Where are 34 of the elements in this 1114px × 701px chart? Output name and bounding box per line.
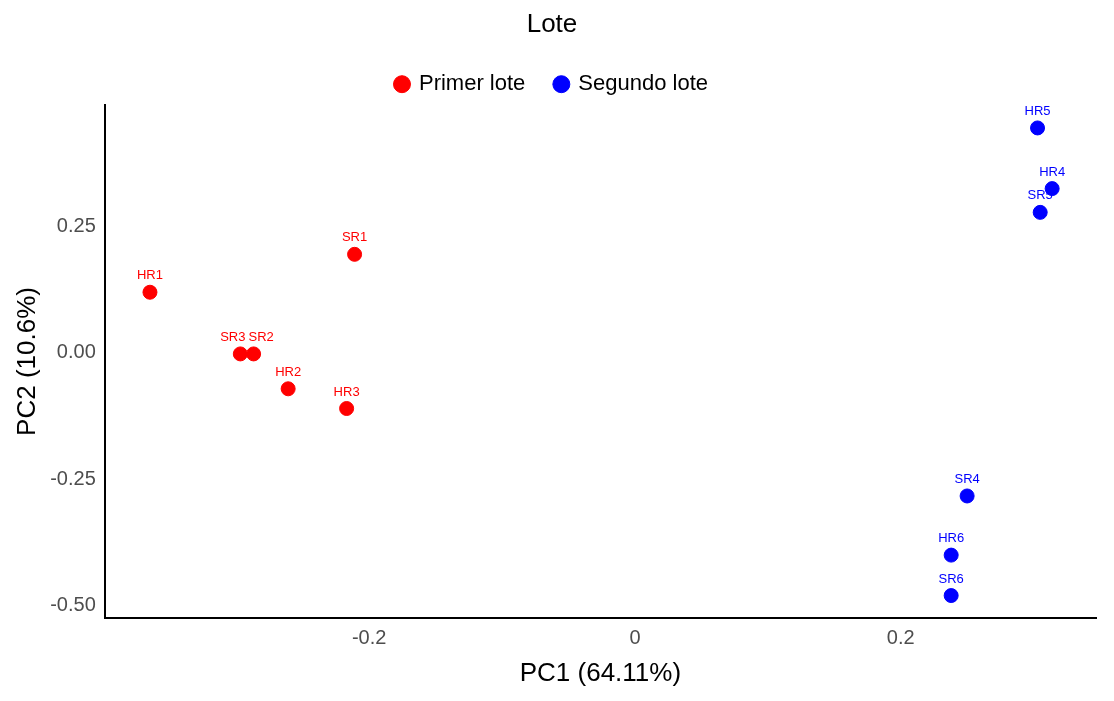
data-label: HR1 — [136, 267, 163, 283]
data-label: HR3 — [333, 383, 360, 399]
point — [1032, 204, 1048, 220]
point — [232, 346, 248, 362]
point — [339, 401, 355, 417]
point — [943, 547, 959, 563]
y-tick-label: -0.50 — [50, 593, 96, 616]
legend-label: Primer lote — [418, 70, 526, 96]
point — [347, 246, 363, 262]
y-axis-title: PC2 (10.6%) — [10, 287, 41, 436]
legend-title: Lote — [526, 8, 578, 39]
x-tick-label: 0 — [629, 626, 641, 649]
data-label: HR4 — [1039, 163, 1066, 179]
data-label: HR6 — [938, 530, 965, 546]
y-tick-label: 0.25 — [56, 214, 96, 237]
data-label: SR4 — [954, 471, 980, 487]
data-label: SR1 — [341, 229, 368, 245]
point — [1030, 120, 1046, 136]
point — [943, 588, 959, 604]
point — [280, 381, 296, 397]
x-axis-title: PC1 (64.11%) — [519, 656, 682, 687]
y-tick-label: -0.25 — [50, 466, 96, 489]
data-label: SR2 — [248, 329, 274, 344]
data-label: HR2 — [275, 363, 302, 379]
x-tick-label: 0.2 — [886, 626, 915, 649]
data-label: HR5 — [1024, 103, 1051, 119]
data-label: SR6 — [938, 570, 964, 586]
y-tick-label: 0.00 — [56, 340, 96, 363]
point — [142, 284, 158, 300]
data-label: SR3 — [220, 329, 246, 344]
legend-label: Segundo lote — [578, 70, 709, 96]
point — [246, 346, 262, 362]
point — [959, 488, 975, 504]
x-tick-label: -0.2 — [351, 626, 387, 649]
